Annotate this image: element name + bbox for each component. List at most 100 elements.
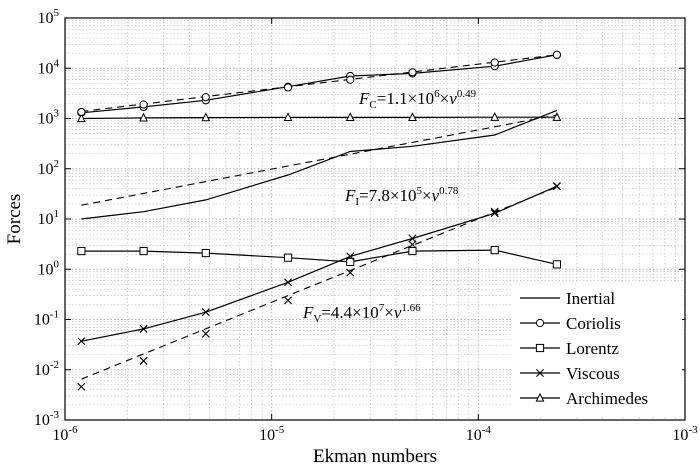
x-tick-base: 10: [259, 427, 275, 444]
fit-f-c: [77, 50, 562, 117]
y-tick-exp: 3: [54, 108, 60, 120]
x-tick-label: 10-6: [52, 424, 78, 444]
fit-eq-times: ×: [384, 303, 394, 322]
fit-eq-var: ν: [449, 89, 457, 108]
fit-eq-subscript: V: [313, 313, 321, 325]
y-tick-label: 10-1: [34, 309, 59, 329]
fit-eq-exp: 6: [434, 88, 440, 100]
fit-f-c-point: [201, 93, 210, 102]
y-tick-base: 10: [38, 261, 54, 278]
fit-f-c-point: [77, 107, 86, 117]
y-tick-base: 10: [38, 211, 54, 228]
series-archimedes-point: [408, 112, 417, 122]
series-viscous-point: [77, 337, 86, 346]
fit-layer: [77, 50, 562, 391]
y-tick-base: 10: [34, 412, 50, 429]
legend-marker-coriolis: [535, 318, 545, 328]
fit-f-v-point: [490, 207, 499, 216]
series-archimedes-point: [552, 112, 562, 121]
y-tick-label: 104: [38, 57, 60, 77]
series-lorentz-point: [139, 246, 148, 256]
y-tick-label: 103: [38, 108, 60, 128]
series-archimedes-point: [490, 112, 500, 121]
legend-marker-archimedes: [535, 392, 545, 402]
series-lorentz-point: [201, 248, 210, 258]
legend-item-archimedes: Archimedes: [520, 389, 648, 408]
fit-equation-label: FI=7.8×105×ν0.78: [344, 185, 459, 208]
fit-f-c-point: [139, 100, 148, 109]
legend-marker-viscous: [536, 369, 544, 377]
x-tick-exp: -3: [688, 424, 698, 436]
fit-f-v-point: [408, 240, 417, 249]
fit-eq-symbol: F: [358, 89, 370, 108]
series-viscous-line: [81, 185, 558, 342]
y-tick-base: 10: [38, 60, 54, 77]
series-inertial-line: [81, 109, 558, 220]
legend: Inertial Coriolis Lorentz Viscous Archimedes: [513, 283, 682, 417]
fit-eq-symbol: F: [344, 186, 356, 205]
x-tick-base: 10: [466, 427, 482, 444]
fit-f-c-point: [552, 50, 562, 59]
fit-f-c-point: [346, 75, 355, 84]
series-coriolis: [77, 50, 562, 117]
x-tick-exp: -4: [482, 424, 492, 436]
fit-equation-label: FV=4.4×107×ν1.66: [302, 302, 421, 325]
y-tick-exp: 1: [54, 208, 60, 220]
series-archimedes-line: [81, 116, 557, 120]
series-viscous-point: [346, 252, 355, 261]
series-lorentz: [77, 246, 562, 269]
y-tick-label: 10-2: [34, 359, 59, 379]
y-tick-base: 10: [34, 312, 50, 329]
fit-f-v-point: [346, 268, 355, 277]
x-tick-exp: -5: [275, 424, 285, 436]
series-lorentz-line: [81, 249, 558, 265]
x-tick-label: 10-5: [259, 424, 285, 444]
fit-eq-symbol: F: [302, 303, 314, 322]
x-axis-title: Ekman numbers: [313, 446, 437, 467]
fit-f-v-point: [77, 382, 86, 391]
x-tick-exp: -6: [68, 424, 78, 436]
fit-eq-var-exp: 0.49: [457, 88, 477, 100]
fit-f-c-point: [408, 68, 417, 77]
series-archimedes-point: [345, 112, 355, 122]
fit-eq-var: ν: [394, 303, 402, 322]
y-tick-base: 10: [34, 362, 50, 379]
legend-label-inertial: Inertial: [566, 289, 615, 308]
fit-eq-times: ×: [422, 186, 432, 205]
x-tick-base: 10: [52, 427, 68, 444]
legend-marker-lorentz: [535, 343, 545, 353]
y-tick-base: 10: [38, 161, 54, 178]
x-tick-base: 10: [672, 427, 688, 444]
series-archimedes-point: [76, 113, 86, 123]
fit-eq-var-exp: 1.66: [401, 302, 421, 314]
fit-f-v: [77, 182, 561, 391]
fit-f-v-point: [284, 296, 293, 305]
fit-f-v-point: [139, 356, 148, 365]
fit-eq-times: ×: [440, 89, 450, 108]
series-viscous-point: [284, 278, 293, 287]
fit-f-i-line: [81, 114, 558, 206]
fit-f-i: [81, 114, 558, 206]
series-coriolis-line: [81, 54, 558, 114]
series-lorentz-point: [552, 260, 562, 269]
series-viscous-point: [201, 308, 210, 317]
series-archimedes-point: [201, 112, 211, 122]
legend-item-coriolis: Coriolis: [520, 314, 621, 333]
fit-f-v-point: [201, 329, 210, 338]
fit-f-c-point: [490, 58, 499, 67]
legend-item-viscous: Viscous: [520, 364, 620, 383]
series-archimedes: [76, 112, 562, 123]
fit-equation-label: FC=1.1×106×ν0.49: [358, 88, 477, 111]
legend-label-lorentz: Lorentz: [566, 339, 619, 358]
fit-eq-subscript: C: [369, 99, 376, 111]
y-axis-title: Forces: [4, 194, 25, 245]
y-tick-base: 10: [38, 111, 54, 128]
fit-eq-coef: =4.4×10: [321, 303, 378, 322]
series-viscous: [77, 182, 561, 346]
legend-item-lorentz: Lorentz: [520, 339, 619, 358]
y-tick-exp: 0: [54, 258, 60, 270]
y-tick-exp: -3: [50, 409, 60, 421]
annotations: FC=1.1×106×ν0.49FI=7.8×105×ν0.78FV=4.4×1…: [302, 88, 477, 325]
fit-eq-coef: =7.8×10: [359, 186, 416, 205]
y-tick-base: 10: [38, 10, 54, 27]
